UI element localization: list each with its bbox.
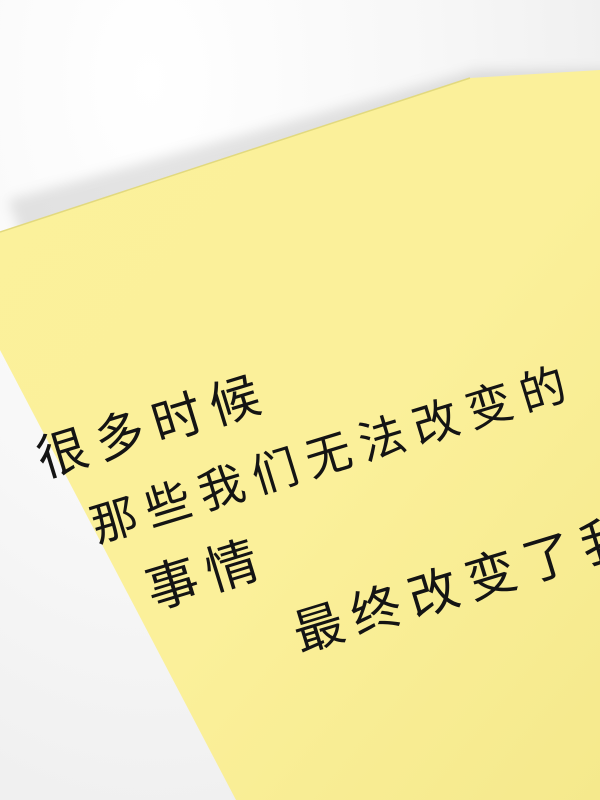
sticky-note-edge <box>0 77 471 233</box>
sticky-note <box>0 70 600 800</box>
